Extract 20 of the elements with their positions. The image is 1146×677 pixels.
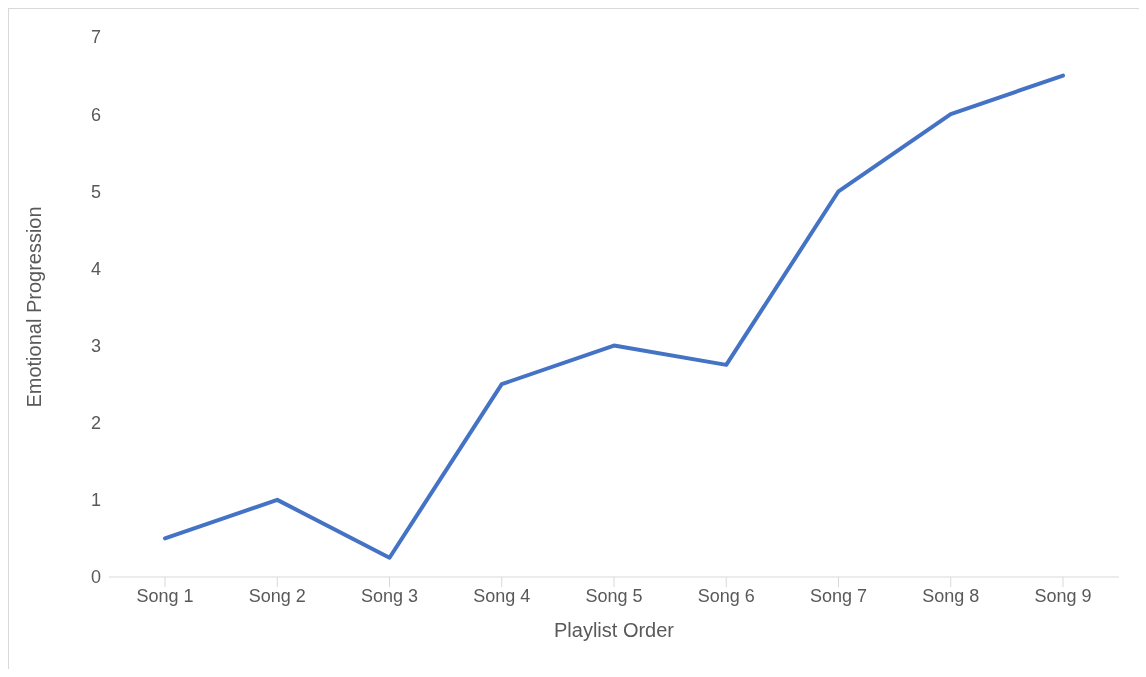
y-tick-label: 0 [90,567,101,588]
x-tick-label: Song 7 [809,585,868,606]
x-tick-label: Song 3 [360,585,419,606]
y-tick-label: 4 [90,258,101,279]
line-series [163,73,1065,560]
x-tick-label: Song 1 [136,585,194,606]
x-tick-label: Song 8 [922,585,980,606]
y-tick-label: 5 [90,181,101,202]
x-axis-title: Playlist Order [553,619,675,641]
x-tick-label: Song 9 [1034,585,1092,606]
y-tick-label: 3 [90,335,101,356]
y-tick-label: 2 [90,413,101,434]
x-tick-label: Song 4 [473,585,531,606]
y-tick-label: 1 [90,490,101,511]
x-tick-label: Song 2 [248,585,306,606]
y-axis-title: Emotional Progression [23,206,46,408]
y-tick-label: 6 [90,104,101,125]
y-tick-label: 7 [90,27,101,48]
x-tick-label: Song 6 [697,585,755,606]
x-tick-label: Song 5 [585,585,643,606]
